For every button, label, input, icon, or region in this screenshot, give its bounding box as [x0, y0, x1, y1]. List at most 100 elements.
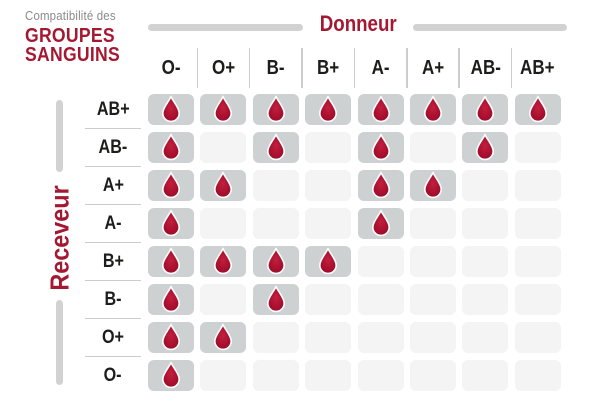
compat-cell-B+-from-A-: [357, 246, 404, 277]
receiver-row-label-text: AB+: [96, 98, 130, 120]
title-kicker: Compatibilité des: [25, 8, 116, 23]
receiver-row-label-A+: A+: [85, 170, 141, 205]
receiver-row-labels: AB+ AB- A+ A- B+ B- O+ O-: [85, 94, 141, 391]
blood-drop-icon: [162, 95, 180, 122]
blood-drop-icon: [371, 133, 390, 160]
compat-cell-B+-from-AB-: [462, 246, 509, 277]
receiver-row-label-B-: B-: [85, 284, 141, 319]
blood-drop-icon: [162, 247, 180, 274]
receiver-row-label-text: O-: [104, 364, 122, 386]
blood-drop-icon: [476, 133, 495, 160]
compat-cell-O--from-B+: [305, 360, 352, 391]
compatibility-matrix: [148, 94, 561, 391]
compat-cell-O+-from-O-: [148, 322, 194, 353]
compat-cell-O--from-O-: [148, 360, 194, 391]
blood-drop-icon: [371, 95, 390, 122]
compat-cell-O--from-A-: [357, 360, 404, 391]
compat-cell-AB--from-AB-: [462, 132, 509, 163]
donor-col-header-A-: A-: [353, 48, 404, 88]
compat-cell-O+-from-AB+: [514, 322, 561, 353]
compat-cell-B+-from-AB+: [514, 246, 561, 277]
donor-axis-label: Donneur: [319, 11, 397, 36]
compat-cell-B--from-B+: [305, 284, 352, 315]
blood-drop-icon: [162, 361, 180, 388]
receiver-row-label-text: A+: [102, 174, 124, 196]
compat-cell-A+-from-A+: [409, 170, 456, 201]
compat-cell-A--from-B+: [305, 208, 352, 239]
compat-cell-O--from-AB-: [462, 360, 509, 391]
compat-cell-A+-from-AB-: [462, 170, 509, 201]
blood-drop-icon: [162, 171, 180, 198]
page-title-line1: GROUPES: [25, 25, 115, 47]
receiver-row-label-text: B+: [102, 250, 124, 272]
compat-cell-O+-from-B-: [252, 322, 299, 353]
compat-cell-O+-from-B+: [305, 322, 352, 353]
compat-cell-AB--from-A+: [409, 132, 456, 163]
compat-cell-A--from-A+: [409, 208, 456, 239]
compat-cell-A--from-A-: [357, 208, 404, 239]
compat-cell-O+-from-A-: [357, 322, 404, 353]
compat-cell-B+-from-O+: [200, 246, 247, 277]
blood-drop-icon: [162, 133, 180, 160]
compat-cell-AB+-from-B-: [252, 94, 299, 125]
compat-cell-O+-from-O+: [200, 322, 247, 353]
receiver-row-label-O+: O+: [85, 322, 141, 357]
donor-col-header-AB+: AB+: [510, 48, 561, 88]
blood-drop-icon: [319, 95, 338, 122]
receiver-row-label-B+: B+: [85, 246, 141, 281]
receiver-row-label-text: O+: [102, 326, 124, 348]
donor-col-header-label: O+: [211, 56, 235, 79]
compat-cell-AB+-from-O-: [148, 94, 194, 125]
donor-col-header-B-: B-: [248, 48, 299, 88]
blood-drop-icon: [162, 323, 180, 350]
compat-cell-AB+-from-A-: [357, 94, 404, 125]
blood-drop-icon: [266, 95, 285, 122]
compat-cell-B+-from-O-: [148, 246, 194, 277]
compat-cell-B+-from-B+: [305, 246, 352, 277]
donor-col-header-A+: A+: [406, 48, 456, 88]
compat-cell-B--from-B-: [252, 284, 299, 315]
donor-col-header-label: B-: [266, 56, 285, 79]
compat-cell-A--from-B-: [252, 208, 299, 239]
blood-drop-icon: [371, 209, 390, 236]
compat-cell-B+-from-B-: [252, 246, 299, 277]
blood-drop-icon: [528, 95, 547, 122]
compat-cell-AB--from-B+: [305, 132, 352, 163]
compat-cell-AB+-from-O+: [200, 94, 247, 125]
blood-drop-icon: [266, 285, 285, 312]
receiver-axis-rule-bottom: [56, 300, 63, 385]
receiver-row-label-AB-: AB-: [85, 132, 141, 167]
compat-cell-B--from-A+: [409, 284, 456, 315]
blood-drop-icon: [423, 171, 442, 198]
compat-cell-B--from-AB-: [462, 284, 509, 315]
compat-cell-B--from-O+: [200, 284, 247, 315]
compat-cell-O--from-A+: [409, 360, 456, 391]
compat-cell-O--from-O+: [200, 360, 247, 391]
compat-cell-B--from-AB+: [514, 284, 561, 315]
compat-cell-A+-from-O+: [200, 170, 247, 201]
donor-col-header-label: AB-: [470, 56, 501, 79]
donor-col-header-label: O-: [161, 56, 181, 79]
receiver-row-label-text: B-: [104, 288, 122, 310]
donor-col-header-label: AB+: [520, 56, 555, 79]
donor-col-header-label: B+: [317, 56, 340, 79]
compat-cell-A--from-AB-: [462, 208, 509, 239]
receiver-row-label-AB+: AB+: [85, 94, 141, 129]
compat-cell-AB--from-A-: [357, 132, 404, 163]
blood-drop-icon: [266, 247, 285, 274]
compat-cell-A--from-O-: [148, 208, 194, 239]
title-block: Compatibilité des GROUPES SANGUINS: [25, 9, 133, 65]
donor-col-header-B+: B+: [301, 48, 351, 88]
compat-cell-B+-from-A+: [409, 246, 456, 277]
compat-cell-O+-from-AB-: [462, 322, 509, 353]
blood-drop-icon: [214, 95, 233, 122]
compat-cell-A+-from-O-: [148, 170, 194, 201]
compat-cell-A--from-O+: [200, 208, 247, 239]
compat-cell-AB--from-O+: [200, 132, 247, 163]
compat-cell-AB--from-B-: [252, 132, 299, 163]
compat-cell-AB+-from-B+: [305, 94, 352, 125]
compat-cell-O--from-B-: [252, 360, 299, 391]
compat-cell-AB--from-AB+: [514, 132, 561, 163]
compat-cell-O+-from-A+: [409, 322, 456, 353]
